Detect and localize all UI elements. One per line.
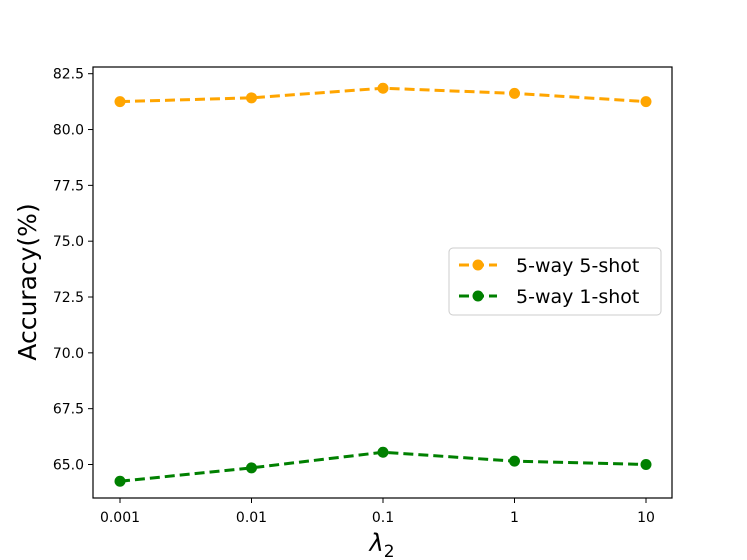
legend-label-5shot: 5-way 5-shot xyxy=(516,255,639,277)
data-point xyxy=(377,82,389,94)
series-layer xyxy=(114,82,652,487)
x-tick-label: 1 xyxy=(510,510,519,526)
legend-marker-1shot xyxy=(472,290,484,302)
x-axis-symbol: λ xyxy=(367,529,383,557)
y-tick-label: 80.0 xyxy=(53,123,84,139)
y-tick-label: 77.5 xyxy=(53,178,84,194)
y-axis-label: Accuracy(%) xyxy=(13,203,42,360)
data-point xyxy=(246,462,257,474)
data-point xyxy=(509,87,520,99)
x-axis-label: λ2 xyxy=(367,529,394,560)
x-tick-label: 0.1 xyxy=(372,510,394,526)
legend: 5-way 5-shot 5-way 1-shot xyxy=(448,247,662,316)
data-point xyxy=(509,455,520,467)
plot-frame xyxy=(92,66,673,499)
y-tick-label: 65.0 xyxy=(53,458,84,474)
data-point xyxy=(377,446,389,458)
x-axis-subscript: 2 xyxy=(384,542,395,560)
x-tick-label: 0.01 xyxy=(236,510,267,526)
x-axis-ticks: 0.001 0.01 0.1 1 10 xyxy=(100,498,655,526)
y-axis-ticks: 65.0 67.5 70.0 72.5 75.0 77.5 80.0 82.5 xyxy=(53,67,93,474)
data-point xyxy=(640,459,652,471)
data-point xyxy=(640,96,652,108)
y-tick-label: 72.5 xyxy=(53,290,84,306)
y-tick-label: 82.5 xyxy=(53,67,84,83)
legend-label-1shot: 5-way 1-shot xyxy=(516,286,639,308)
legend-box xyxy=(448,247,662,316)
x-tick-label: 10 xyxy=(637,510,655,526)
x-tick-label: 0.001 xyxy=(100,510,140,526)
y-tick-label: 75.0 xyxy=(53,234,84,250)
data-point xyxy=(114,475,126,487)
data-point xyxy=(114,96,126,108)
legend-marker-5shot xyxy=(472,259,484,271)
data-point xyxy=(246,92,257,104)
y-tick-label: 70.0 xyxy=(53,346,84,362)
y-tick-label: 67.5 xyxy=(53,402,84,418)
